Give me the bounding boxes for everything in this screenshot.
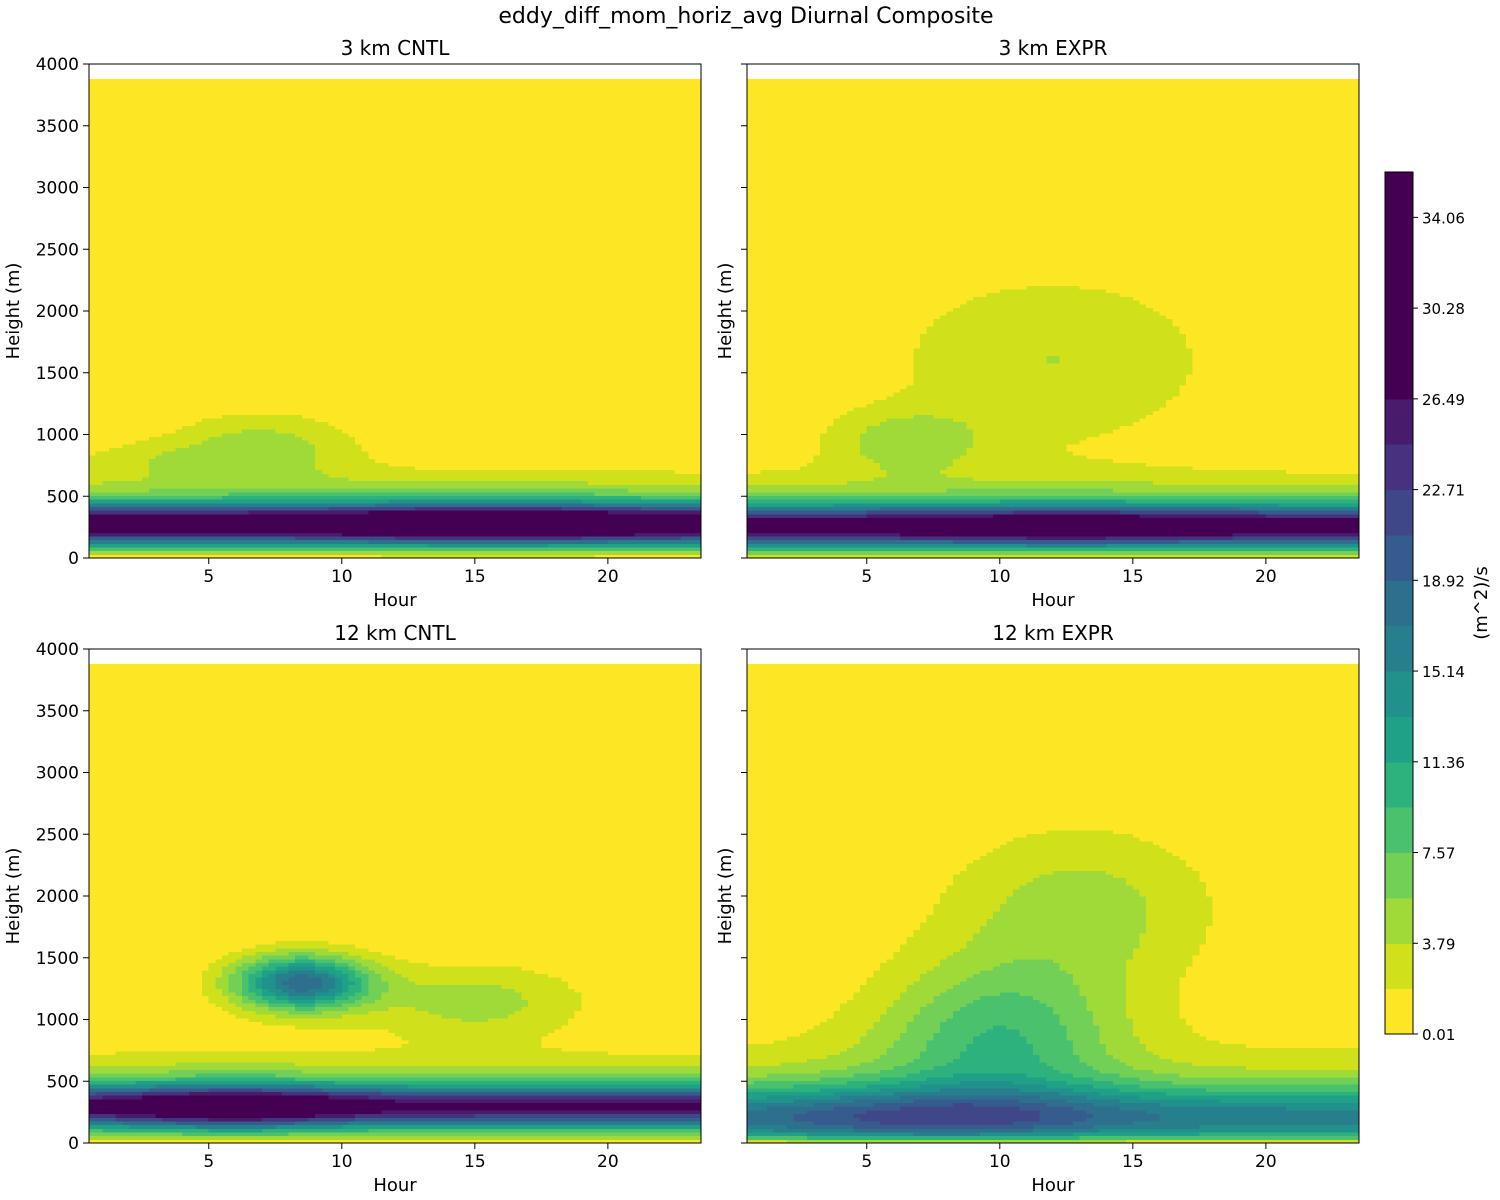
x-tick-label: 15 xyxy=(1122,567,1144,587)
colorbar-tick-label: 30.28 xyxy=(1422,300,1465,318)
x-axis-label: Hour xyxy=(373,590,417,611)
panel-title: 3 km CNTL xyxy=(341,36,451,60)
colorbar-segment xyxy=(1385,580,1413,627)
contour-field xyxy=(747,663,1359,1143)
x-axis-label: Hour xyxy=(1031,590,1075,611)
colorbar-segment xyxy=(1385,761,1413,808)
colorbar-segment xyxy=(1385,943,1413,990)
y-tick-label: 1000 xyxy=(36,426,79,446)
x-tick-label: 20 xyxy=(597,1152,619,1172)
colorbar-segment xyxy=(1385,353,1413,400)
colorbar-tick-label: 11.36 xyxy=(1422,754,1465,772)
x-axis-label: Hour xyxy=(1031,1175,1075,1196)
x-tick-label: 20 xyxy=(597,567,619,587)
colorbar-label: (m^2)/s xyxy=(1471,566,1492,640)
x-tick-label: 5 xyxy=(203,1152,214,1172)
x-tick-label: 5 xyxy=(203,567,214,587)
y-tick-label: 1500 xyxy=(36,364,79,384)
panel-3: 12 km CNTL 5 10 15 20 Hour 0 500 1000 1500 2000 250… xyxy=(3,621,702,1196)
y-axis-label: Height (m) xyxy=(3,848,24,945)
colorbar-segment xyxy=(1385,625,1413,672)
y-tick-label: 1000 xyxy=(36,1011,79,1031)
y-tick-label: 2500 xyxy=(36,825,79,845)
panel-title: 3 km EXPR xyxy=(999,36,1108,60)
y-tick-label: 2000 xyxy=(36,887,79,907)
contour-field xyxy=(747,78,1359,558)
colorbar-segment xyxy=(1385,716,1413,763)
y-tick-label: 0 xyxy=(68,549,79,569)
y-tick-label: 4000 xyxy=(36,55,79,75)
y-tick-label: 3000 xyxy=(36,764,79,784)
contour-field xyxy=(89,78,701,558)
y-tick-label: 500 xyxy=(47,1072,79,1092)
colorbar-segment xyxy=(1385,534,1413,581)
y-tick-label: 4000 xyxy=(36,640,79,660)
colorbar-tick-label: 18.92 xyxy=(1422,572,1465,590)
y-tick-label: 1500 xyxy=(36,949,79,969)
colorbar-tick-label: 7.57 xyxy=(1422,845,1455,863)
figure-title: eddy_diff_mom_horiz_avg Diurnal Composit… xyxy=(498,4,993,29)
y-tick-label: 3500 xyxy=(36,702,79,722)
panels: 3 km CNTL 5 10 15 20 Hour 0 500 1000 1500 2000 2500… xyxy=(3,36,1360,1196)
x-tick-label: 10 xyxy=(331,567,353,587)
x-tick-label: 10 xyxy=(989,567,1011,587)
colorbar-tick-label: 22.71 xyxy=(1422,482,1465,500)
colorbar-frame xyxy=(1384,171,1414,1035)
colorbar-tick-label: 3.79 xyxy=(1422,935,1455,953)
colorbar-segment xyxy=(1385,262,1413,309)
y-tick-label: 3000 xyxy=(36,179,79,199)
colorbar-segment xyxy=(1385,217,1413,264)
colorbar-segment xyxy=(1385,398,1413,445)
x-tick-label: 20 xyxy=(1255,567,1277,587)
colorbar: 0.01 3.79 7.57 11.36 15.14 18.92 22.71 26.49 30.… xyxy=(1384,171,1492,1044)
colorbar-segment xyxy=(1385,671,1413,717)
y-tick-label: 0 xyxy=(68,1134,79,1154)
y-tick-label: 2000 xyxy=(36,302,79,322)
panel-title: 12 km CNTL xyxy=(334,621,456,645)
colorbar-segment xyxy=(1385,807,1413,854)
colorbar-segment xyxy=(1385,489,1413,536)
contour-field xyxy=(89,663,701,1143)
colorbar-segment xyxy=(1385,172,1413,218)
colorbar-tick-label: 15.14 xyxy=(1422,663,1465,681)
colorbar-tick-label: 26.49 xyxy=(1422,391,1465,409)
x-tick-label: 5 xyxy=(861,567,872,587)
x-tick-label: 20 xyxy=(1255,1152,1277,1172)
colorbar-segment xyxy=(1385,308,1413,354)
panel-1: 3 km CNTL 5 10 15 20 Hour 0 500 1000 1500 2000 2500… xyxy=(3,36,702,611)
y-tick-label: 2500 xyxy=(36,240,79,260)
panel-title: 12 km EXPR xyxy=(992,621,1114,645)
y-axis-label: Height (m) xyxy=(715,848,736,945)
colorbar-tick-label: 0.01 xyxy=(1422,1026,1455,1044)
panel-2: 3 km EXPR 5 10 15 20 Hour Height (m) xyxy=(715,36,1360,611)
panel-4: 12 km EXPR 5 10 15 20 Hour Height (m) xyxy=(715,621,1360,1196)
x-tick-label: 15 xyxy=(464,567,486,587)
x-tick-label: 10 xyxy=(989,1152,1011,1172)
y-tick-label: 500 xyxy=(47,487,79,507)
x-tick-label: 15 xyxy=(1122,1152,1144,1172)
y-axis-label: Height (m) xyxy=(3,263,24,360)
colorbar-segment xyxy=(1385,897,1413,944)
colorbar-segment xyxy=(1385,444,1413,491)
colorbar-segment xyxy=(1385,988,1413,1035)
x-tick-label: 15 xyxy=(464,1152,486,1172)
colorbar-segment xyxy=(1385,852,1413,899)
x-tick-label: 5 xyxy=(861,1152,872,1172)
y-axis-label: Height (m) xyxy=(715,263,736,360)
colorbar-tick-label: 34.06 xyxy=(1422,209,1465,227)
x-tick-label: 10 xyxy=(331,1152,353,1172)
x-axis-label: Hour xyxy=(373,1175,417,1196)
y-tick-label: 3500 xyxy=(36,117,79,137)
